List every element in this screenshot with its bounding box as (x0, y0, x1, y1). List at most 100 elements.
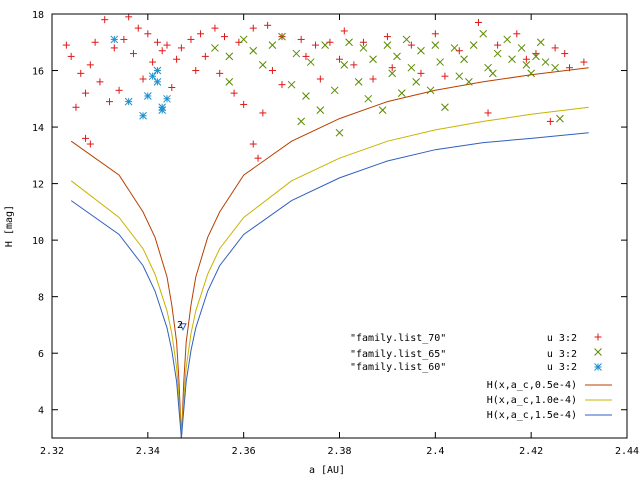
data-point-series-2 (158, 106, 167, 114)
data-point-series-0 (192, 67, 200, 75)
legend-key-65: u 3:2 (547, 349, 577, 360)
data-point-series-0 (197, 30, 205, 38)
data-point-series-0 (77, 69, 85, 77)
data-point-series-2 (139, 111, 147, 120)
data-point-series-1 (455, 72, 464, 81)
data-point-series-0 (82, 134, 90, 142)
y-tick-label: 14 (32, 123, 44, 134)
marker-triangle (179, 323, 187, 331)
legend-family-70: "family.list_70" (350, 333, 446, 344)
legend-marker-2 (594, 363, 602, 371)
data-point-series-0 (264, 21, 272, 29)
x-tick-label: 2.34 (136, 446, 160, 457)
data-point-series-1 (321, 41, 329, 49)
x-tick-label: 2.38 (327, 446, 351, 457)
data-point-series-0 (67, 52, 75, 60)
legend-family-60: "family.list_60" (350, 362, 446, 373)
data-point-series-2 (153, 66, 162, 75)
data-point-series-0 (566, 64, 573, 72)
curve-family.list_65-right (180, 106, 589, 439)
data-point-series-1 (426, 86, 435, 95)
data-point-series-2 (143, 92, 152, 100)
legend-key-70: u 3:2 (547, 333, 577, 344)
data-point-series-0 (230, 89, 238, 97)
data-point-series-2 (124, 97, 133, 106)
data-point-series-0 (201, 52, 209, 60)
legend: "family.list_70" "family.list_65" "famil… (350, 333, 612, 421)
data-point-series-1 (441, 103, 449, 112)
data-point-series-1 (225, 77, 234, 86)
data-point-series-1 (536, 38, 545, 47)
data-point-series-0 (474, 18, 482, 26)
data-point-series-1 (508, 55, 516, 64)
data-point-series-1 (369, 55, 377, 64)
data-point-series-0 (268, 67, 276, 75)
curve-family.list_65-left (70, 180, 182, 439)
legend-curve-05: H(x,a_c,0.5e-4) (487, 380, 577, 391)
data-point-series-0 (546, 117, 554, 125)
legend-curve-10: H(x,a_c,1.0e-4) (487, 395, 577, 406)
y-tick-label: 10 (32, 236, 44, 247)
data-point-series-1 (551, 63, 559, 72)
data-point-series-0 (297, 35, 305, 43)
x-axis-label: a [AU] (309, 465, 345, 476)
data-point-series-0 (551, 44, 559, 52)
data-point-series-0 (173, 55, 181, 63)
data-point-series-1 (407, 63, 416, 72)
data-point-series-0 (561, 50, 569, 58)
data-point-series-2 (148, 72, 157, 81)
y-axis-label: H [mag] (4, 205, 15, 247)
data-point-series-1 (479, 29, 488, 38)
data-point-series-1 (417, 46, 425, 55)
data-point-series-1 (412, 77, 421, 86)
data-point-series-1 (306, 58, 315, 66)
data-point-series-1 (431, 41, 440, 49)
y-tick-label: 12 (32, 180, 44, 191)
data-point-series-0 (249, 140, 257, 148)
curves-layer (70, 67, 589, 439)
data-point-series-1 (287, 80, 296, 89)
data-point-series-0 (240, 100, 248, 108)
legend-marker-1 (594, 348, 602, 356)
data-point-series-1 (378, 106, 387, 114)
data-point-series-1 (225, 52, 234, 61)
data-point-series-0 (187, 35, 195, 43)
data-point-series-0 (134, 24, 142, 32)
curve-family.list_60-left (70, 200, 182, 439)
data-point-series-0 (110, 44, 118, 52)
data-point-series-0 (302, 52, 310, 60)
data-point-series-0 (359, 38, 367, 46)
legend-markers (594, 333, 602, 371)
data-point-series-1 (388, 69, 397, 78)
data-point-series-1 (330, 86, 339, 95)
data-point-series-0 (129, 50, 137, 58)
data-point-series-0 (120, 35, 128, 43)
plot-frame (51, 13, 628, 439)
data-point-series-0 (369, 75, 377, 83)
data-point-series-0 (484, 109, 492, 117)
data-point-series-0 (153, 38, 161, 46)
curve-family.list_70-right (180, 67, 589, 439)
data-point-series-1 (239, 35, 248, 44)
data-point-series-1 (364, 94, 373, 103)
data-point-series-1 (258, 61, 267, 69)
data-point-series-0 (259, 109, 267, 117)
y-tick-label: 4 (38, 406, 44, 417)
data-point-series-0 (254, 154, 262, 162)
data-point-series-2 (110, 35, 119, 44)
data-point-series-0 (383, 33, 391, 41)
data-point-series-0 (249, 24, 257, 32)
data-point-series-1 (297, 117, 306, 126)
data-point-series-0 (221, 33, 228, 41)
x-tick-label: 2.42 (519, 446, 543, 457)
curve-family.list_70-left (70, 140, 182, 439)
y-tick-label: 16 (32, 67, 44, 78)
data-point-series-1 (335, 128, 344, 137)
data-point-series-0 (522, 55, 530, 63)
data-point-series-1 (268, 41, 277, 49)
data-point-series-0 (350, 61, 358, 69)
data-point-series-0 (340, 27, 348, 35)
data-point-series-1 (393, 52, 401, 61)
data-point-series-1 (345, 38, 353, 47)
